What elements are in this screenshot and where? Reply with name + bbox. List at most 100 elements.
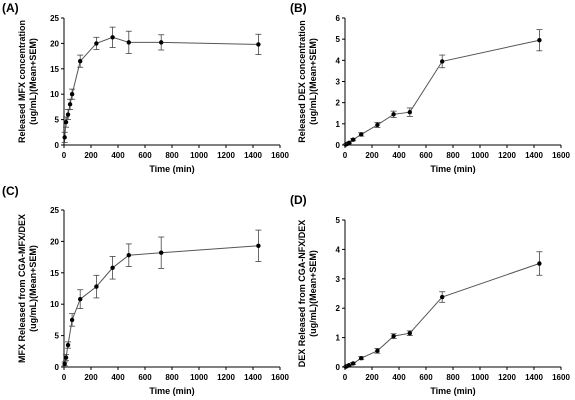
- y-tick-label: 3: [336, 275, 341, 284]
- x-axis-title: Time (min): [430, 164, 475, 174]
- x-tick-label: 1200: [498, 151, 516, 160]
- series-line: [64, 36, 259, 138]
- y-tick-label: 5: [55, 332, 60, 341]
- data-point: [359, 355, 364, 361]
- y-tick-label: 0: [336, 141, 341, 150]
- data-point: [350, 361, 356, 366]
- x-tick-label: 400: [111, 151, 125, 160]
- x-tick-label: 800: [165, 151, 179, 160]
- x-tick-label: 1400: [525, 151, 543, 160]
- x-tick-label: 1000: [471, 151, 489, 160]
- data-point: [440, 294, 445, 300]
- y-tick-label: 25: [50, 206, 59, 215]
- x-tick-label: 1000: [190, 151, 208, 160]
- x-tick-label: 0: [62, 151, 67, 160]
- x-tick-label: 1000: [471, 373, 489, 382]
- series-line: [64, 245, 259, 365]
- y-tick-label: 4: [336, 56, 341, 65]
- y-tick-label: 0: [55, 141, 60, 150]
- x-tick-label: 1400: [244, 373, 262, 382]
- x-tick-label: 0: [343, 373, 348, 382]
- y-tick-label: 2: [336, 99, 341, 108]
- y-axis-title: (ug/mL)(Mean+SEM): [28, 245, 38, 332]
- data-point: [78, 58, 83, 64]
- x-tick-label: 200: [365, 373, 379, 382]
- data-point: [110, 35, 115, 40]
- y-tick-label: 10: [50, 90, 59, 99]
- y-tick-label: 0: [336, 363, 341, 372]
- x-tick-label: 800: [165, 373, 179, 382]
- x-tick-label: 1600: [271, 373, 289, 382]
- x-tick-label: 800: [446, 373, 460, 382]
- y-axis-title: MFX Released from CGA-MFX/DEX: [17, 214, 27, 363]
- x-axis-title: Time (min): [430, 386, 475, 396]
- data-point: [94, 41, 99, 46]
- data-point: [63, 119, 69, 125]
- chart-panel: (D) 0 200 400 600 800 1000 1200 1400 1600 0 1 2 3 4 5 Ti…: [290, 193, 570, 396]
- data-point: [63, 355, 69, 360]
- x-tick-label: 1600: [552, 151, 570, 160]
- y-axis-title: (ug/mL)(Mean+SEM): [308, 250, 318, 337]
- y-tick-label: 5: [336, 216, 341, 225]
- y-tick-label: 25: [50, 14, 59, 23]
- x-tick-label: 600: [419, 151, 433, 160]
- x-tick-label: 1600: [552, 373, 570, 382]
- y-tick-label: 5: [55, 116, 60, 125]
- x-tick-label: 1200: [217, 151, 235, 160]
- chart-panel: (C) 0 200 400 600 800 1000 1200 1400 1600 0 5 10 15 20…: [2, 184, 289, 396]
- data-point: [359, 132, 364, 137]
- x-tick-label: 1200: [498, 373, 516, 382]
- panel-label: (B): [290, 1, 307, 15]
- data-point: [391, 333, 396, 339]
- x-tick-label: 1600: [271, 151, 289, 160]
- x-tick-label: 0: [62, 373, 67, 382]
- y-tick-label: 2: [336, 304, 341, 313]
- data-point: [69, 92, 75, 97]
- x-tick-label: 1400: [244, 151, 262, 160]
- data-point: [62, 135, 67, 140]
- data-point: [537, 38, 542, 43]
- x-tick-label: 600: [138, 151, 152, 160]
- y-tick-label: 0: [55, 363, 60, 372]
- chart-panel: (B) 0 200 400 600 800 1000 1200 1400 1600 0 1 2 3 4 5 6 T…: [290, 1, 570, 174]
- panel-label: (D): [290, 193, 307, 207]
- data-point: [391, 112, 396, 117]
- x-tick-label: 200: [365, 151, 379, 160]
- data-point: [65, 112, 71, 117]
- data-point: [346, 363, 352, 368]
- data-point: [440, 59, 445, 64]
- x-axis-title: Time (min): [149, 164, 194, 174]
- x-tick-label: 600: [138, 373, 152, 382]
- data-point: [350, 137, 356, 142]
- data-point: [94, 284, 99, 289]
- data-point: [110, 265, 115, 270]
- x-tick-label: 600: [419, 373, 433, 382]
- y-tick-label: 20: [50, 237, 59, 246]
- x-tick-label: 400: [392, 373, 406, 382]
- data-point: [346, 140, 352, 146]
- y-tick-label: 5: [336, 35, 341, 44]
- x-tick-label: 0: [343, 151, 348, 160]
- data-point: [159, 250, 164, 255]
- data-point: [256, 243, 261, 248]
- y-axis-title: DEX Released from CGA-NFX/DEX: [297, 220, 307, 368]
- x-tick-label: 400: [111, 373, 125, 382]
- data-point: [67, 102, 73, 107]
- y-tick-label: 1: [336, 334, 341, 343]
- y-tick-label: 3: [336, 78, 341, 87]
- y-axis-title: Released MFX concentration: [17, 20, 27, 143]
- y-tick-label: 10: [50, 300, 59, 309]
- y-tick-label: 20: [50, 39, 59, 48]
- data-point: [375, 348, 380, 354]
- data-point: [65, 342, 71, 348]
- y-axis-title: (ug/mL)(Mean+SEM): [28, 38, 38, 125]
- data-point: [159, 40, 164, 45]
- x-tick-label: 200: [84, 373, 98, 382]
- data-point: [62, 361, 67, 367]
- panel-label: (A): [2, 1, 19, 15]
- data-point: [537, 261, 542, 266]
- y-tick-label: 4: [336, 245, 341, 254]
- data-point: [126, 253, 131, 258]
- series-line: [345, 263, 540, 368]
